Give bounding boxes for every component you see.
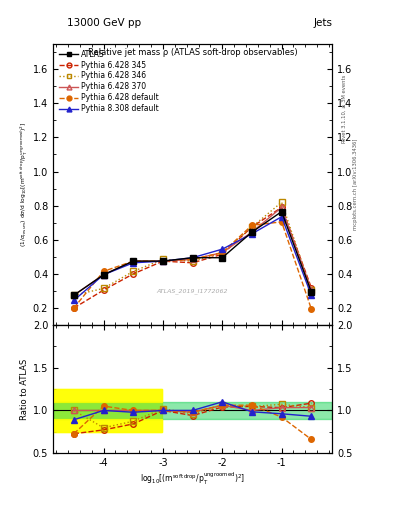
Pythia 6.428 default <box>101 268 106 274</box>
Pythia 6.428 default <box>220 249 225 255</box>
Pythia 6.428 default <box>190 257 195 263</box>
Pythia 6.428 345 <box>309 285 314 291</box>
Pythia 8.308 default <box>72 297 76 304</box>
ATLAS <box>220 254 225 261</box>
Pythia 8.308 default <box>160 258 165 264</box>
Pythia 6.428 345 <box>220 251 225 258</box>
Pythia 6.428 346 <box>160 257 165 263</box>
Pythia 6.428 default <box>250 222 254 228</box>
Pythia 6.428 default <box>160 258 165 264</box>
Pythia 6.428 370 <box>190 257 195 263</box>
Pythia 6.428 345 <box>250 224 254 230</box>
Pythia 6.428 345 <box>279 204 284 210</box>
Pythia 6.428 345 <box>190 260 195 266</box>
X-axis label: log$_{10}$[(m$^{\mathrm{soft\,drop}}$/p$_\mathrm{T}^{\mathrm{ungroomed}}$)$^2$]: log$_{10}$[(m$^{\mathrm{soft\,drop}}$/p$… <box>140 471 245 487</box>
Text: Jets: Jets <box>313 18 332 28</box>
Line: Pythia 6.428 346: Pythia 6.428 346 <box>71 200 314 298</box>
ATLAS <box>190 254 195 261</box>
ATLAS <box>131 258 136 264</box>
ATLAS <box>250 229 254 235</box>
ATLAS <box>279 208 284 215</box>
Pythia 6.428 370 <box>309 287 314 293</box>
Pythia 6.428 default <box>309 306 314 312</box>
ATLAS <box>309 289 314 295</box>
Line: ATLAS: ATLAS <box>71 209 314 298</box>
Pythia 8.308 default <box>279 214 284 220</box>
Pythia 6.428 346 <box>131 268 136 274</box>
Pythia 8.308 default <box>220 246 225 252</box>
Pythia 6.428 370 <box>220 249 225 255</box>
Pythia 6.428 346 <box>101 285 106 291</box>
Pythia 6.428 370 <box>250 229 254 235</box>
Y-axis label: Ratio to ATLAS: Ratio to ATLAS <box>20 358 29 420</box>
Pythia 6.428 370 <box>72 292 76 298</box>
Pythia 6.428 346 <box>250 224 254 230</box>
Pythia 6.428 346 <box>309 287 314 293</box>
Pythia 6.428 345 <box>72 305 76 311</box>
Y-axis label: $(1/\sigma_{\mathrm{resum}})$ d$\sigma$/d log$_{10}$[(m$^{\mathrm{soft\,drop}}$/: $(1/\sigma_{\mathrm{resum}})$ d$\sigma$/… <box>18 122 30 247</box>
Pythia 6.428 345 <box>101 287 106 293</box>
Pythia 6.428 370 <box>101 272 106 278</box>
Pythia 6.428 370 <box>160 258 165 264</box>
Pythia 8.308 default <box>250 231 254 237</box>
Text: mcplots.cern.ch [arXiv:1306.3436]: mcplots.cern.ch [arXiv:1306.3436] <box>353 139 358 230</box>
Line: Pythia 6.428 default: Pythia 6.428 default <box>71 219 314 312</box>
Text: Relative jet mass ρ (ATLAS soft-drop observables): Relative jet mass ρ (ATLAS soft-drop obs… <box>88 48 298 57</box>
Pythia 6.428 345 <box>160 258 165 264</box>
ATLAS <box>72 292 76 298</box>
Line: Pythia 6.428 370: Pythia 6.428 370 <box>71 205 314 298</box>
Pythia 6.428 345 <box>131 271 136 277</box>
Pythia 6.428 346 <box>190 258 195 264</box>
ATLAS <box>160 258 165 264</box>
Pythia 6.428 default <box>279 219 284 225</box>
Pythia 6.428 370 <box>131 258 136 264</box>
Bar <box>53 389 162 432</box>
Pythia 8.308 default <box>131 260 136 266</box>
Pythia 6.428 370 <box>279 204 284 210</box>
Pythia 8.308 default <box>101 272 106 278</box>
Pythia 8.308 default <box>190 254 195 261</box>
ATLAS <box>101 272 106 278</box>
Legend: ATLAS, Pythia 6.428 345, Pythia 6.428 346, Pythia 6.428 370, Pythia 6.428 defaul: ATLAS, Pythia 6.428 345, Pythia 6.428 34… <box>57 47 162 116</box>
Text: 13000 GeV pp: 13000 GeV pp <box>67 18 141 28</box>
Text: Rivet 3.1.10, ≥ 3M events: Rivet 3.1.10, ≥ 3M events <box>342 75 346 143</box>
Line: Pythia 8.308 default: Pythia 8.308 default <box>71 214 314 303</box>
Pythia 8.308 default <box>309 292 314 298</box>
Bar <box>53 402 332 419</box>
Pythia 6.428 346 <box>220 249 225 255</box>
Text: ATLAS_2019_I1772062: ATLAS_2019_I1772062 <box>157 288 228 294</box>
Pythia 6.428 346 <box>72 292 76 298</box>
Pythia 6.428 default <box>131 258 136 264</box>
Pythia 6.428 346 <box>279 199 284 205</box>
Line: Pythia 6.428 345: Pythia 6.428 345 <box>71 205 314 311</box>
Bar <box>53 389 162 402</box>
Pythia 6.428 default <box>72 305 76 311</box>
Bar <box>53 419 162 432</box>
